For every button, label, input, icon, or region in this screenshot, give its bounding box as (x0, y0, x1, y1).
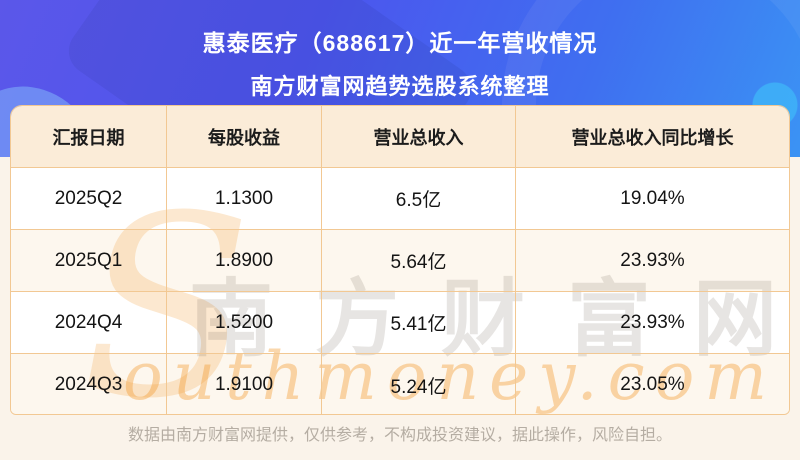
table-cell-yoy-growth: 23.05% (620, 374, 685, 395)
table-cell-report-date: 2025Q1 (11, 230, 167, 292)
table-cell-yoy-growth: 23.93% (516, 230, 789, 292)
table-cell-eps: 1.8900 (167, 230, 322, 292)
title-main: 惠泰医疗（688617）近一年营收情况 (202, 30, 598, 56)
table-cell-eps: 1.1300 (167, 168, 322, 230)
footer-bar: 数据由南方财富网提供，仅供参考，不构成投资建议，据此操作，风险自担。 (0, 415, 800, 460)
table-cell-yoy-growth: 23.93% (516, 292, 789, 354)
table-cell-eps: 1.5200 (167, 292, 322, 354)
table-cell-report-date: 2024Q4 (11, 292, 167, 354)
data-table: 汇报日期 每股收益 营业总收入 营业总收入同比增长 2025Q2 1.1300 … (11, 106, 789, 414)
table-cell-report-date: 2024Q3 (11, 354, 167, 414)
table-cell-revenue: 5.41亿 (322, 292, 516, 354)
footer-disclaimer: 数据由南方财富网提供，仅供参考，不构成投资建议，据此操作，风险自担。 (127, 427, 672, 444)
column-header-total-revenue: 营业总收入 (322, 106, 516, 168)
table-cell-yoy-growth: 19.04% (516, 168, 789, 230)
table-cell-revenue: 6.5亿 (322, 168, 516, 230)
title-subtitle: 南方财富网趋势选股系统整理 (250, 74, 550, 99)
column-header-revenue-yoy-growth: 营业总收入同比增长 (516, 106, 789, 168)
table-row-backgrounds (11, 106, 789, 414)
table-cell-report-date: 2025Q2 (11, 168, 167, 230)
table-cell-revenue: 5.64亿 (322, 230, 516, 292)
header-row-background (11, 106, 789, 168)
data-table-card: S 南方财富网 outhmoney.com 汇报日期 每股收益 营业总收入 营业… (10, 105, 790, 415)
column-header-eps: 每股收益 (167, 106, 322, 168)
page-title: 惠泰医疗（688617）近一年营收情况 南方财富网趋势选股系统整理 (0, 0, 800, 101)
table-cell-revenue: 5.24亿 (322, 354, 516, 414)
table-cell-eps: 1.9100 (167, 354, 322, 414)
column-header-report-date: 汇报日期 (11, 106, 167, 168)
